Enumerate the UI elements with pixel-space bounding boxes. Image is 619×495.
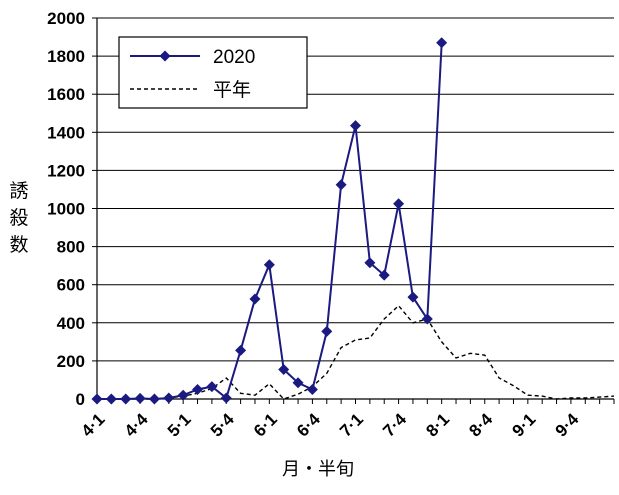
y-tick-label: 1000 — [47, 200, 85, 219]
data-point-2020 — [163, 392, 175, 404]
x-tick-label: 9·1 — [509, 410, 540, 441]
data-point-2020 — [321, 325, 333, 337]
data-point-2020 — [335, 179, 347, 191]
legend: 2020 平年 — [118, 36, 308, 109]
y-tick-label: 2000 — [47, 9, 85, 28]
data-point-2020 — [263, 259, 275, 271]
series-group — [91, 37, 615, 405]
series-line-normal-year — [97, 304, 615, 400]
y-tick-label: 1600 — [47, 85, 85, 104]
data-point-2020 — [306, 383, 318, 395]
y-tick-label: 0 — [76, 390, 85, 409]
legend-label-normal-year: 平年 — [213, 79, 251, 101]
data-point-2020 — [148, 393, 160, 405]
data-point-2020 — [91, 393, 103, 405]
data-point-2020 — [120, 393, 132, 405]
y-tick-label: 1800 — [47, 47, 85, 66]
x-tick-label: 5·4 — [207, 409, 238, 440]
y-tick-label: 400 — [57, 314, 85, 333]
y-tick-label: 600 — [57, 276, 85, 295]
x-tick-label: 8·1 — [422, 410, 453, 441]
x-axis-title: 月・半旬 — [282, 459, 354, 480]
y-tick-label: 1400 — [47, 123, 85, 142]
data-point-2020 — [134, 392, 146, 404]
legend-box — [118, 36, 308, 109]
x-tick-label: 6·4 — [293, 409, 324, 440]
x-tick-label: 4·1 — [78, 410, 109, 441]
axes — [92, 17, 615, 404]
x-tick-label: 7·4 — [379, 409, 410, 440]
data-point-2020 — [421, 313, 433, 325]
data-point-2020 — [350, 120, 361, 132]
x-tick-label: 8·4 — [465, 409, 496, 440]
x-tick-label: 5·1 — [164, 410, 195, 441]
y-tick-label: 800 — [57, 238, 85, 257]
data-point-2020 — [407, 291, 419, 303]
data-point-2020 — [393, 198, 405, 210]
data-point-2020 — [378, 269, 390, 281]
data-point-2020 — [278, 363, 290, 375]
data-point-2020 — [105, 393, 117, 405]
y-tick-labels: 0 200 400 600 800 1000 1200 1400 1600 1800 2000 — [47, 9, 85, 409]
data-point-2020 — [177, 389, 189, 401]
y-tick-label: 200 — [57, 352, 85, 371]
data-point-2020 — [220, 392, 232, 404]
x-tick-label: 6·1 — [250, 410, 281, 441]
x-tick-label: 4·4 — [121, 409, 152, 440]
data-point-2020 — [292, 377, 304, 389]
gridlines — [97, 17, 614, 362]
data-point-2020 — [192, 383, 204, 395]
data-point-2020 — [249, 293, 261, 305]
data-point-2020 — [436, 37, 448, 49]
x-tick-label: 7·1 — [336, 410, 367, 441]
y-tick-label: 1200 — [47, 161, 85, 180]
y-axis-title: 誘殺数 — [9, 180, 29, 256]
x-tick-label: 9·4 — [552, 409, 583, 440]
data-point-2020 — [235, 344, 247, 356]
data-point-2020 — [364, 257, 376, 269]
data-point-2020 — [206, 381, 218, 393]
legend-marker-2020 — [159, 50, 171, 62]
legend-label-2020: 2020 — [213, 47, 255, 68]
x-tick-labels: 4·1 4·4 5·1 5·4 6·1 6·4 7·1 7·4 8·1 8·4 9·1 9·4 — [78, 409, 583, 440]
